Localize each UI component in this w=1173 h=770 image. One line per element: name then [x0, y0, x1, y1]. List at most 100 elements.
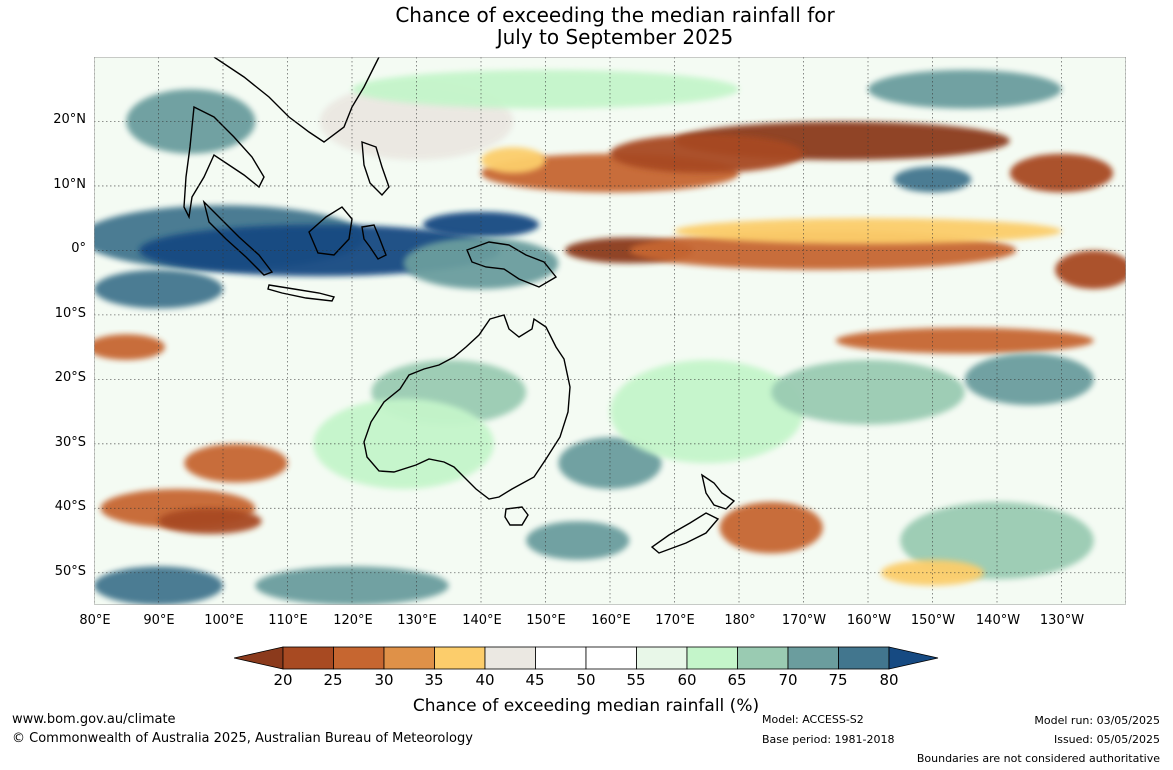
title-line-1: Chance of exceeding the median rainfall … — [395, 3, 835, 27]
probability-region — [610, 134, 804, 174]
colorbar-over-arrow — [888, 646, 939, 670]
probability-region — [184, 443, 288, 483]
probability-region — [719, 501, 823, 554]
colorbar-label: Chance of exceeding median rainfall (%) — [412, 696, 760, 716]
colorbar-tick-60: 60 — [677, 671, 697, 689]
lon-label-170w: 170°W — [781, 613, 827, 628]
borneo-coastline — [308, 206, 353, 256]
colorbar-swatch — [484, 646, 536, 670]
probability-region — [835, 327, 1094, 354]
lat-label-0: 0° — [71, 241, 86, 256]
lat-label-40s: 40°S — [54, 499, 86, 514]
lon-label-180: 180° — [724, 613, 756, 628]
probability-region — [158, 508, 262, 535]
probability-region — [674, 218, 1062, 244]
philippines-coastline — [361, 140, 390, 197]
probability-regions — [94, 69, 1126, 605]
lon-label-80e: 80°E — [79, 613, 111, 628]
colorbar-tick-20: 20 — [273, 671, 293, 689]
asia-coastline — [213, 57, 380, 143]
boundaries-disclaimer: Boundaries are not considered authoritat… — [916, 752, 1160, 765]
rainfall-map — [94, 57, 1126, 605]
colorbar-swatch — [686, 646, 738, 670]
sumatra-coastline — [202, 199, 274, 276]
colorbar-swatch — [787, 646, 839, 670]
colorbar-tick-75: 75 — [828, 671, 848, 689]
lon-label-90e: 90°E — [143, 613, 175, 628]
lat-label-10n: 10°N — [53, 177, 86, 192]
map-title: Chance of exceeding the median rainfall … — [0, 4, 1173, 48]
australia-coastline — [363, 314, 571, 500]
probability-region — [880, 559, 985, 586]
lon-label-130e: 130°E — [397, 613, 437, 628]
lon-label-110e: 110°E — [268, 613, 308, 628]
java-coastline — [267, 284, 336, 302]
colorbar-swatch — [383, 646, 435, 670]
lon-label-160e: 160°E — [591, 613, 631, 628]
lat-label-50s: 50°S — [54, 564, 86, 579]
lon-label-120e: 120°E — [333, 613, 373, 628]
probability-region — [610, 360, 804, 464]
colorbar-tick-40: 40 — [475, 671, 495, 689]
colorbar-tick-50: 50 — [576, 671, 596, 689]
probability-region — [558, 437, 662, 489]
probability-region — [481, 147, 546, 174]
new-zealand-south-coastline — [650, 512, 720, 554]
probability-region — [422, 211, 540, 238]
new-guinea-coastline — [466, 241, 558, 288]
colorbar-tick-30: 30 — [374, 671, 394, 689]
colorbar-swatch — [737, 646, 789, 670]
title-line-2: July to September 2025 — [496, 25, 734, 49]
colorbar-tick-65: 65 — [727, 671, 747, 689]
colorbar-tick-25: 25 — [323, 671, 343, 689]
probability-region — [771, 360, 965, 425]
coastlines — [183, 57, 736, 554]
lon-label-150e: 150°E — [526, 613, 566, 628]
lat-label-10s: 10°S — [54, 306, 86, 321]
map-frame — [94, 57, 1126, 605]
lon-label-130w: 130°W — [1039, 613, 1085, 628]
lon-label-140e: 140°E — [462, 613, 502, 628]
colorbar-swatch — [333, 646, 385, 670]
colorbar-tick-55: 55 — [626, 671, 646, 689]
probability-region — [900, 501, 1094, 580]
sulawesi-coastline — [361, 224, 387, 260]
indochina-coastline — [183, 105, 265, 220]
copyright-text: © Commonwealth of Australia 2025, Austra… — [12, 731, 473, 746]
colorbar-under-arrow — [233, 646, 284, 670]
colorbar-svg — [233, 646, 939, 670]
model-run-date: Model run: 03/05/2025 — [1034, 714, 1160, 727]
lat-label-20n: 20°N — [53, 112, 86, 127]
lon-label-170e: 170°E — [655, 613, 695, 628]
colorbar — [233, 645, 940, 675]
lat-label-20s: 20°S — [54, 370, 86, 385]
colorbar-swatch — [535, 646, 587, 670]
colorbar-swatch — [636, 646, 688, 670]
issued-date: Issued: 05/05/2025 — [1053, 733, 1160, 746]
colorbar-swatch — [585, 646, 637, 670]
probability-region — [893, 166, 972, 193]
colorbar-tick-70: 70 — [778, 671, 798, 689]
colorbar-swatch — [838, 646, 890, 670]
colorbar-tick-45: 45 — [525, 671, 545, 689]
website-link[interactable]: www.bom.gov.au/climate — [12, 712, 176, 727]
probability-region — [526, 521, 630, 560]
lon-label-140w: 140°W — [975, 613, 1021, 628]
base-period: Base period: 1981-2018 — [762, 733, 895, 746]
probability-region — [94, 334, 165, 361]
model-name: Model: ACCESS-S2 — [762, 713, 864, 726]
colorbar-swatch — [282, 646, 334, 670]
lon-label-100e: 100°E — [204, 613, 244, 628]
colorbar-tick-80: 80 — [879, 671, 899, 689]
gridlines — [94, 57, 1126, 605]
probability-region — [868, 69, 1062, 109]
new-zealand-north-coastline — [700, 473, 736, 510]
colorbar-tick-35: 35 — [424, 671, 444, 689]
probability-region — [1055, 250, 1126, 290]
lat-label-30s: 30°S — [54, 435, 86, 450]
lon-label-150w: 150°W — [910, 613, 956, 628]
map-canvas — [94, 57, 1126, 605]
lon-label-160w: 160°W — [846, 613, 892, 628]
tasmania-coastline — [504, 506, 529, 526]
colorbar-swatch — [434, 646, 486, 670]
